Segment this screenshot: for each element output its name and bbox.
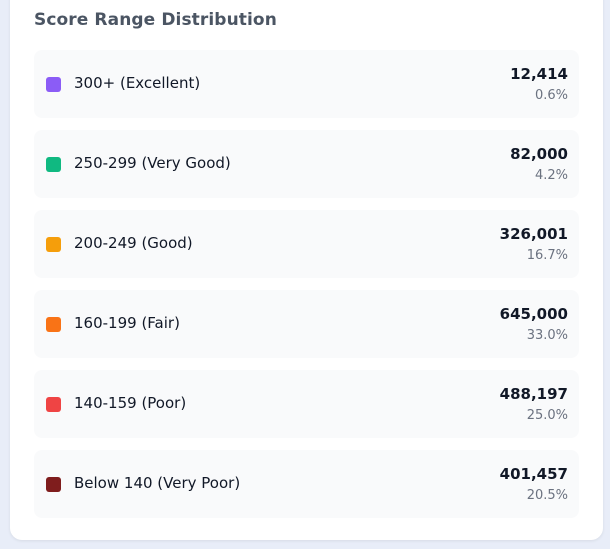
color-swatch-icon bbox=[46, 237, 61, 252]
color-swatch-icon bbox=[46, 477, 61, 492]
range-row-poor: 140-159 (Poor) 488,197 25.0% bbox=[34, 370, 579, 438]
range-label: 140-159 (Poor) bbox=[74, 394, 187, 412]
card-title: Score Range Distribution bbox=[34, 10, 277, 30]
range-row-very-poor: Below 140 (Very Poor) 401,457 20.5% bbox=[34, 450, 579, 518]
range-row-excellent: 300+ (Excellent) 12,414 0.6% bbox=[34, 50, 579, 118]
range-label: 200-249 (Good) bbox=[74, 234, 193, 252]
color-swatch-icon bbox=[46, 397, 61, 412]
range-percent: 33.0% bbox=[526, 328, 568, 343]
range-count: 12,414 bbox=[510, 65, 568, 83]
range-count: 82,000 bbox=[510, 145, 568, 163]
range-label: Below 140 (Very Poor) bbox=[74, 474, 241, 492]
range-row-fair: 160-199 (Fair) 645,000 33.0% bbox=[34, 290, 579, 358]
range-percent: 0.6% bbox=[534, 88, 568, 103]
color-swatch-icon bbox=[46, 317, 61, 332]
range-label: 160-199 (Fair) bbox=[74, 314, 180, 332]
range-count: 401,457 bbox=[499, 465, 568, 483]
range-percent: 25.0% bbox=[526, 408, 568, 423]
score-range-list: 300+ (Excellent) 12,414 0.6% 250-299 (Ve… bbox=[34, 50, 579, 530]
range-percent: 20.5% bbox=[526, 488, 568, 503]
range-row-very-good: 250-299 (Very Good) 82,000 4.2% bbox=[34, 130, 579, 198]
range-count: 326,001 bbox=[499, 225, 568, 243]
color-swatch-icon bbox=[46, 157, 61, 172]
range-count: 488,197 bbox=[499, 385, 568, 403]
range-percent: 4.2% bbox=[534, 168, 568, 183]
range-label: 250-299 (Very Good) bbox=[74, 154, 231, 172]
range-label: 300+ (Excellent) bbox=[74, 74, 201, 92]
color-swatch-icon bbox=[46, 77, 61, 92]
score-range-card: Score Range Distribution 300+ (Excellent… bbox=[10, 0, 603, 540]
range-percent: 16.7% bbox=[526, 248, 568, 263]
range-row-good: 200-249 (Good) 326,001 16.7% bbox=[34, 210, 579, 278]
range-count: 645,000 bbox=[499, 305, 568, 323]
